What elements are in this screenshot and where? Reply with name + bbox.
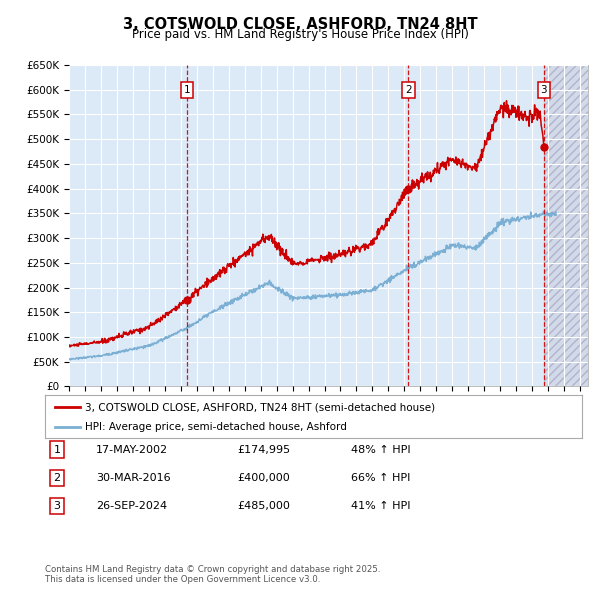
Text: 26-SEP-2024: 26-SEP-2024 [96, 502, 167, 511]
Text: 1: 1 [184, 84, 190, 94]
Text: 3, COTSWOLD CLOSE, ASHFORD, TN24 8HT: 3, COTSWOLD CLOSE, ASHFORD, TN24 8HT [122, 17, 478, 31]
Text: 3: 3 [53, 502, 61, 511]
Text: 2: 2 [405, 84, 412, 94]
Text: 48% ↑ HPI: 48% ↑ HPI [351, 445, 410, 454]
Text: 30-MAR-2016: 30-MAR-2016 [96, 473, 170, 483]
Text: 3: 3 [541, 84, 547, 94]
Text: 41% ↑ HPI: 41% ↑ HPI [351, 502, 410, 511]
Text: HPI: Average price, semi-detached house, Ashford: HPI: Average price, semi-detached house,… [85, 422, 347, 432]
Text: 66% ↑ HPI: 66% ↑ HPI [351, 473, 410, 483]
Text: Contains HM Land Registry data © Crown copyright and database right 2025.
This d: Contains HM Land Registry data © Crown c… [45, 565, 380, 584]
Text: 2: 2 [53, 473, 61, 483]
Text: 3, COTSWOLD CLOSE, ASHFORD, TN24 8HT (semi-detached house): 3, COTSWOLD CLOSE, ASHFORD, TN24 8HT (se… [85, 402, 436, 412]
Text: 1: 1 [53, 445, 61, 454]
Text: £485,000: £485,000 [237, 502, 290, 511]
Text: 17-MAY-2002: 17-MAY-2002 [96, 445, 168, 454]
Text: Price paid vs. HM Land Registry's House Price Index (HPI): Price paid vs. HM Land Registry's House … [131, 28, 469, 41]
Bar [544, 65, 588, 386]
Text: £174,995: £174,995 [237, 445, 290, 454]
Text: £400,000: £400,000 [237, 473, 290, 483]
